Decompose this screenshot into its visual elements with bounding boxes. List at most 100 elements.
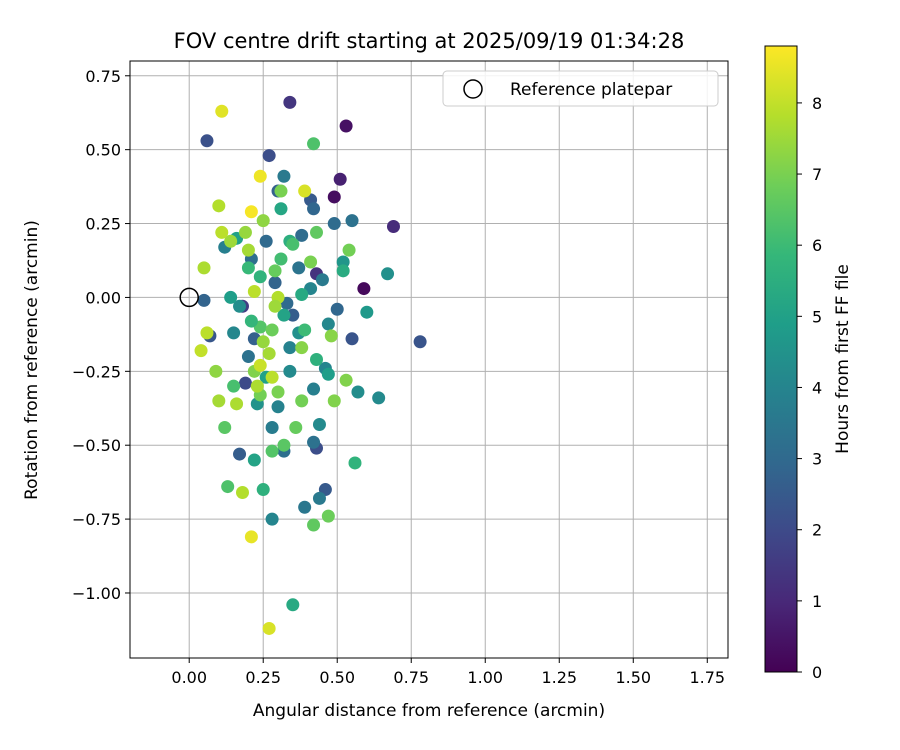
data-point	[327, 394, 341, 408]
data-point	[247, 453, 261, 467]
colorbar-tick-label: 8	[812, 94, 822, 113]
data-point	[253, 270, 267, 284]
data-point	[200, 326, 214, 340]
data-point	[307, 518, 321, 532]
data-point	[256, 335, 270, 349]
y-axis-ticks: 0.75 0.50 0.25 0.00 −0.25 −0.50 −0.75 −1.00	[72, 67, 130, 603]
data-point	[292, 261, 306, 275]
data-point	[265, 444, 279, 458]
data-point	[265, 512, 279, 526]
data-point	[286, 237, 300, 251]
x-axis-ticks: 0.00 0.25 0.50 0.75 1.00 1.25 1.50 1.75	[171, 658, 725, 687]
colorbar-tick-label: 3	[812, 450, 822, 469]
data-point	[238, 225, 252, 239]
data-point	[265, 323, 279, 337]
data-point	[307, 382, 321, 396]
data-points	[194, 95, 427, 635]
legend-reference-marker	[463, 79, 483, 99]
y-tick-label: 0.75	[85, 67, 121, 86]
data-point	[262, 621, 276, 635]
data-point	[283, 364, 297, 378]
y-tick-label: −0.50	[72, 436, 121, 455]
data-point	[212, 199, 226, 213]
data-point	[268, 299, 282, 313]
colorbar-tick-label: 7	[812, 165, 822, 184]
data-point	[312, 418, 326, 432]
y-tick-label: −1.00	[72, 584, 121, 603]
data-point	[244, 205, 258, 219]
data-point	[265, 370, 279, 384]
data-point	[256, 214, 270, 228]
data-point	[298, 323, 312, 337]
data-point	[286, 598, 300, 612]
colorbar-tick-label: 0	[812, 663, 822, 682]
colorbar-tick-label: 1	[812, 592, 822, 611]
x-tick-label: 0.75	[393, 668, 429, 687]
data-point	[233, 299, 247, 313]
data-point	[345, 332, 359, 346]
data-point	[321, 317, 335, 331]
data-point	[330, 302, 344, 316]
x-tick-label: 1.50	[615, 668, 651, 687]
data-point	[304, 255, 318, 269]
colorbar-tick-label: 6	[812, 236, 822, 255]
legend-box	[442, 70, 719, 107]
data-point	[413, 335, 427, 349]
data-point	[386, 220, 400, 234]
plot-frame	[129, 60, 729, 659]
y-tick-label: 0.00	[85, 288, 121, 307]
colorbar-label: Hours from first FF file	[833, 264, 853, 454]
x-tick-label: 1.00	[467, 668, 503, 687]
data-point	[345, 214, 359, 228]
y-tick-label: 0.25	[85, 215, 121, 234]
data-point	[265, 420, 279, 434]
data-point	[197, 261, 211, 275]
data-point	[312, 491, 326, 505]
colorbar: 0 1 2 3 4 5 6 7 8 Hours from first FF file	[764, 45, 853, 682]
data-point	[247, 285, 261, 299]
chart-title: FOV centre drift starting at 2025/09/19 …	[174, 29, 685, 53]
x-tick-label: 1.25	[541, 668, 577, 687]
data-point	[360, 305, 374, 319]
data-point	[212, 394, 226, 408]
data-point	[224, 290, 238, 304]
y-tick-label: −0.25	[72, 362, 121, 381]
data-point	[209, 364, 223, 378]
data-point	[253, 358, 267, 372]
data-point	[339, 119, 353, 133]
y-tick-label: 0.50	[85, 141, 121, 160]
data-point	[241, 350, 255, 364]
data-point	[227, 379, 241, 393]
data-point	[307, 137, 321, 151]
data-point	[253, 169, 267, 183]
data-point	[256, 483, 270, 497]
y-tick-label: −0.75	[72, 510, 121, 529]
data-point	[357, 282, 371, 296]
data-point	[381, 267, 395, 281]
colorbar-tick-label: 4	[812, 378, 822, 397]
data-point	[215, 104, 229, 118]
legend: Reference platepar	[442, 70, 719, 107]
data-point	[250, 379, 264, 393]
colorbar-gradient	[764, 45, 798, 673]
data-point	[295, 287, 309, 301]
grid-lines	[130, 61, 728, 658]
data-point	[310, 225, 324, 239]
data-point	[268, 264, 282, 278]
colorbar-tick-label: 5	[812, 307, 822, 326]
data-point	[310, 353, 324, 366]
data-point	[221, 480, 235, 494]
data-point	[283, 95, 297, 109]
data-point	[298, 184, 312, 198]
x-tick-label: 0.50	[319, 668, 355, 687]
data-point	[241, 261, 255, 275]
data-point	[327, 217, 341, 231]
x-tick-label: 1.75	[689, 668, 725, 687]
data-point	[224, 234, 238, 248]
data-point	[218, 420, 232, 434]
data-point	[262, 347, 276, 361]
data-point	[259, 234, 273, 248]
data-point	[336, 264, 350, 278]
x-tick-label: 0.00	[171, 668, 207, 687]
data-point	[283, 341, 297, 355]
